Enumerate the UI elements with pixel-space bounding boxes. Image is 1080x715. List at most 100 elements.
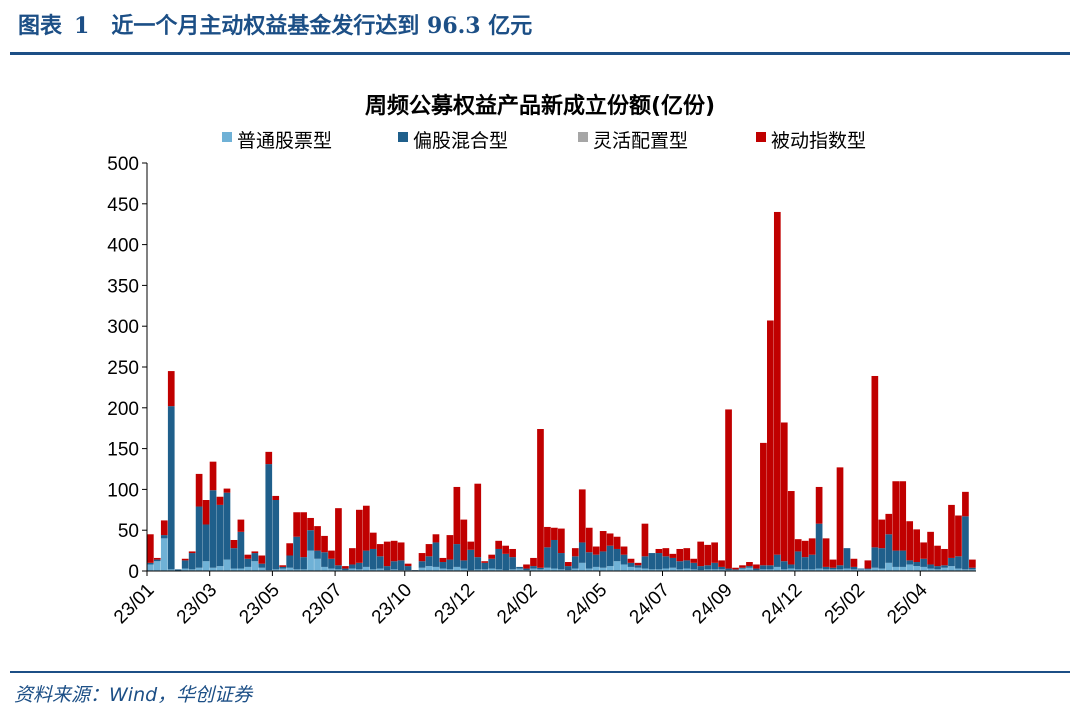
y-tick-label-200: 200 [107, 399, 139, 420]
bar-s4-w48 [481, 561, 489, 563]
bar-s2-w60 [564, 566, 572, 571]
bar-s1-w1 [153, 561, 161, 571]
bar-s4-w47 [474, 483, 482, 558]
bar-s2-w4 [174, 569, 182, 571]
bar-s4-w117 [962, 491, 969, 517]
bar-s2-w107 [892, 550, 900, 567]
bar-s2-w114 [941, 565, 948, 568]
bar-s4-w66 [606, 533, 614, 546]
bar-s4-w32 [369, 532, 377, 549]
bar-s2-w73 [655, 553, 663, 570]
bar-s1-w69 [627, 566, 635, 571]
bar-s2-w80 [704, 565, 711, 570]
bar-s2-w59 [558, 553, 565, 570]
bar-s2-w63 [585, 552, 593, 569]
bar-s2-w108 [899, 550, 907, 567]
bar-s2-w3 [167, 406, 175, 570]
bar-s4-w115 [948, 504, 955, 558]
bar-s4-w89 [767, 320, 774, 566]
bar-s1-w21 [293, 569, 300, 571]
bar-s4-w82 [718, 560, 725, 567]
bar-s4-w74 [662, 548, 670, 557]
bar-s2-w77 [683, 560, 691, 569]
bar-s1-w30 [355, 569, 363, 571]
source-note: 资料来源：Wind，华创证券 [14, 684, 253, 706]
bar-s1-w19 [279, 568, 287, 571]
bar-s1-w10 [216, 566, 224, 571]
bar-s2-w88 [760, 565, 767, 570]
bar-s4-w80 [704, 544, 711, 566]
bar-s1-w48 [481, 569, 489, 571]
bar-s2-w81 [711, 562, 718, 570]
bar-s4-w13 [237, 519, 245, 532]
y-tick-label-400: 400 [107, 236, 139, 257]
bar-s2-w39 [418, 561, 426, 568]
bar-s1-w31 [362, 566, 370, 571]
bar-s4-w21 [293, 512, 300, 537]
x-tick-label-1: 23/03 [173, 580, 221, 628]
y-tick-label-0: 0 [128, 562, 139, 583]
bar-s4-w31 [362, 505, 370, 551]
bar-s2-w97 [822, 566, 830, 570]
figure-label: 图表 [18, 14, 63, 39]
bar-s2-w70 [634, 565, 642, 568]
bar-s1-w39 [418, 567, 426, 571]
bar-s2-w65 [599, 551, 607, 568]
bar-s2-w45 [460, 560, 468, 569]
bar-s4-w79 [697, 541, 705, 567]
bar-s1-w78 [690, 569, 698, 571]
bar-s2-w33 [376, 556, 384, 569]
bar-s4-w14 [244, 554, 252, 559]
bar-s4-w37 [404, 563, 412, 567]
bar-s4-w17 [265, 451, 273, 465]
bar-s4-w104 [871, 375, 879, 548]
legend-swatch-3 [578, 132, 588, 142]
bar-s2-w49 [488, 558, 496, 569]
bar-s1-w2 [160, 538, 168, 571]
bar-s1-w49 [488, 568, 496, 571]
bar-s4-w118 [969, 559, 976, 568]
y-tick-label-500: 500 [107, 154, 139, 175]
bar-s4-w83 [725, 409, 732, 569]
bar-s4-w30 [355, 509, 363, 563]
bar-s1-w101 [850, 569, 858, 571]
bar-s4-w51 [502, 545, 509, 554]
bar-s2-w46 [467, 549, 475, 571]
bar-s1-w35 [390, 569, 398, 571]
bar-s1-w26 [328, 568, 335, 571]
bar-s2-w68 [620, 554, 628, 565]
bar-s4-w33 [376, 544, 384, 557]
bar-s4-w93 [794, 539, 802, 552]
bar-s4-w16 [258, 555, 266, 564]
legend-label-3: 灵活配置型 [593, 130, 688, 152]
bar-s1-w81 [711, 569, 718, 571]
bar-s2-w55 [530, 566, 537, 569]
bar-s1-w12 [230, 568, 238, 571]
bar-s2-w82 [718, 566, 725, 570]
footer-divider [10, 671, 1070, 673]
bar-s1-w64 [592, 566, 600, 571]
bar-s1-w44 [453, 566, 461, 571]
bar-s2-w9 [209, 490, 217, 568]
x-tick-label-5: 23/12 [431, 580, 479, 628]
bar-s1-w20 [286, 567, 294, 571]
bar-s1-w14 [244, 566, 252, 571]
bar-s4-w113 [934, 545, 941, 567]
bar-s2-w64 [592, 554, 600, 567]
bar-s1-w47 [474, 569, 482, 571]
bar-s2-w100 [843, 548, 851, 569]
bar-s4-w103 [864, 560, 872, 569]
bar-s1-w104 [871, 567, 879, 571]
bar-s2-w90 [773, 554, 781, 567]
bar-s1-w40 [425, 566, 433, 571]
bar-s1-w74 [662, 568, 670, 571]
bar-s4-w71 [641, 523, 649, 557]
bar-s2-w85 [739, 567, 746, 569]
bar-s1-w93 [794, 569, 802, 571]
bar-s4-w68 [620, 546, 628, 555]
bar-s2-w52 [509, 557, 516, 570]
bar-s4-w1 [153, 557, 161, 560]
bar-s2-w34 [383, 566, 391, 571]
bar-s2-w69 [627, 562, 635, 567]
bar-s2-w14 [244, 558, 252, 567]
